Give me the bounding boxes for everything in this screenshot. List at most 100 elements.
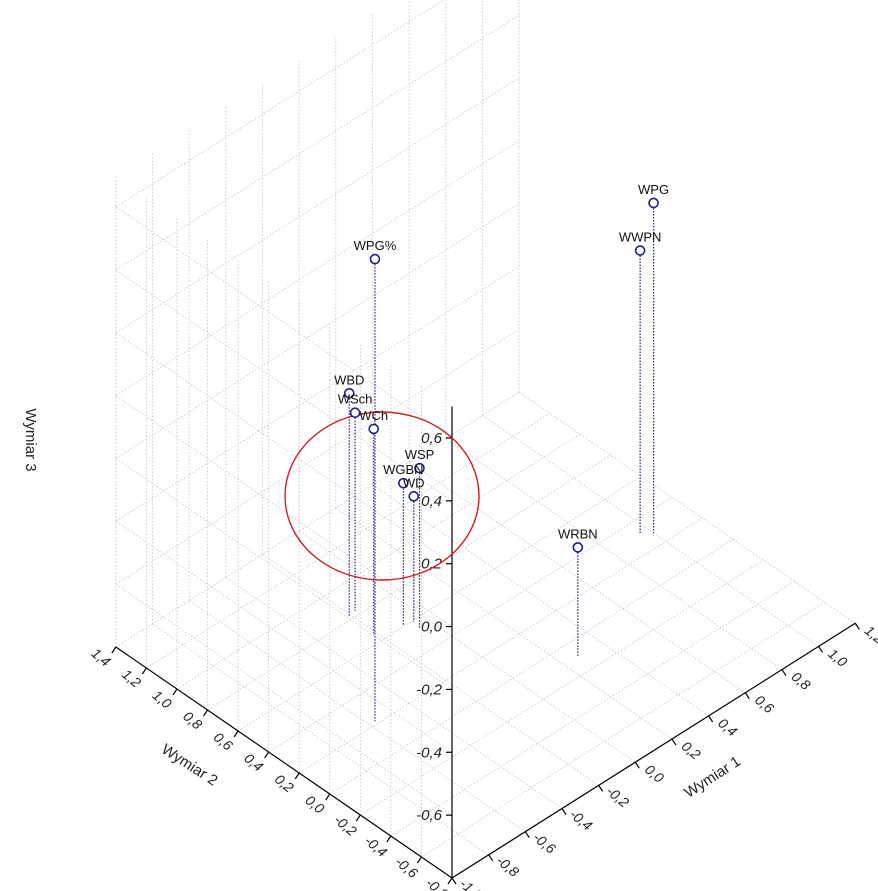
x-tick [561,808,567,815]
floor-gridline [421,601,825,858]
axis-layer: -0,6-0,4-0,20,00,20,40,6-0,8-0,6-0,4-0,2… [88,406,878,891]
data-point-marker [648,197,659,209]
floor-gridline [262,554,599,786]
x-tick-label: -0,2 [603,783,632,811]
floor-gridline [176,433,581,690]
wall-gridline [115,329,520,585]
x-tick [671,738,677,746]
x-tick [451,877,457,885]
x-tick [854,622,860,630]
x-tick-label: 1,0 [825,645,850,670]
floor-gridline [390,580,795,837]
y-tick-label: -0,2 [331,811,360,839]
data-point-label: WRBN [558,526,598,541]
y-tick-label: 0,0 [302,792,327,817]
data-point-label: WSP [405,447,435,462]
y-tick-label: 0,2 [272,771,297,796]
x-tick-label: -0,8 [493,852,522,880]
grid-layer [115,0,856,879]
floor-gridline [408,461,746,694]
y-tick-label: 1,0 [150,687,175,712]
x-tick [818,646,824,653]
x-tick-label: 0,0 [642,761,667,786]
y-tick [141,667,147,675]
z-axis-label: Wymiar 3 [22,408,39,471]
y-tick [386,835,392,843]
floor-gridline [188,600,526,833]
floor-gridline [445,438,783,670]
floor-gridline [146,412,550,669]
x-tick [598,785,604,792]
y-tick-label: -0,6 [392,853,421,881]
floor-gridline [335,507,673,740]
wall-gridline [115,14,520,271]
x-tick [488,854,494,862]
y-tick [294,772,300,780]
x-tick [781,669,787,676]
floor-gridline [360,559,764,816]
x-tick [708,715,714,723]
floor-gridline [152,623,489,856]
data-point-label: WGBN [383,462,423,477]
data-point-marker [398,477,409,489]
wall-gridline [115,395,453,627]
y-tick [416,856,422,864]
wall-gridline [115,77,520,334]
y-tick-label: -0,4 [362,832,391,860]
data-point-marker [634,245,646,256]
y-tick [355,814,361,822]
data-point-marker [414,462,425,474]
data-point-marker [408,491,420,502]
y-tick-label: 1,2 [119,666,144,691]
z-tick-label: 0,6 [421,430,443,447]
x-tick [524,831,530,839]
floor-gridline [237,475,642,732]
wall-gridline [115,206,453,439]
y-tick [264,751,270,759]
data-point-marker [572,542,584,553]
data-point-marker [369,253,381,265]
wall-gridline [115,458,453,690]
x-tick [744,692,750,700]
x-tick-label: 0,4 [715,715,740,740]
data-point-label: WBD [334,372,364,387]
drop-lines-layer [348,207,655,722]
z-tick-label: 0,0 [421,619,443,636]
y-tick [203,709,209,717]
x-tick-label: 0,2 [679,738,704,763]
data-point-label: WPG [638,182,669,197]
x-tick-label: -0,6 [530,829,559,857]
floor-gridline [482,415,819,647]
wall-gridline [115,266,520,522]
x-tick-label: 1,2 [862,622,878,647]
data-point-label: WD [403,475,425,490]
y-tick [172,688,178,696]
data-point-marker [368,423,380,435]
data-point-marker [349,407,361,419]
wall-gridline [115,332,453,565]
x-tick-label: 0,6 [752,692,777,717]
wall-gridline [115,0,445,208]
z-tick-label: -0,6 [416,807,443,824]
floor-gridline [298,530,636,763]
floor-gridline [225,577,563,809]
x-tick-label: -0,4 [567,806,596,834]
data-point-label: WCh [359,408,388,423]
z-tick-label: -0,2 [416,681,443,698]
wall-gridline [115,583,453,816]
data-point-label: WPG% [354,238,397,253]
floor-gridline [329,538,734,795]
floor-gridline [207,454,611,711]
y-tick-label: 0,4 [241,750,266,775]
floor-gridline [298,517,703,774]
y-tick [325,793,331,801]
y-tick [111,646,117,654]
wall-gridline [115,269,453,502]
y-axis-label: Wymiar 2 [158,741,220,790]
data-point-label: WSch [338,392,373,407]
y-tick-label: 1,4 [88,645,113,670]
x-tick-label: 0,8 [789,668,814,693]
z-tick-label: 0,2 [421,556,443,573]
x-tick [634,761,640,769]
y-tick-label: 0,6 [211,729,236,754]
